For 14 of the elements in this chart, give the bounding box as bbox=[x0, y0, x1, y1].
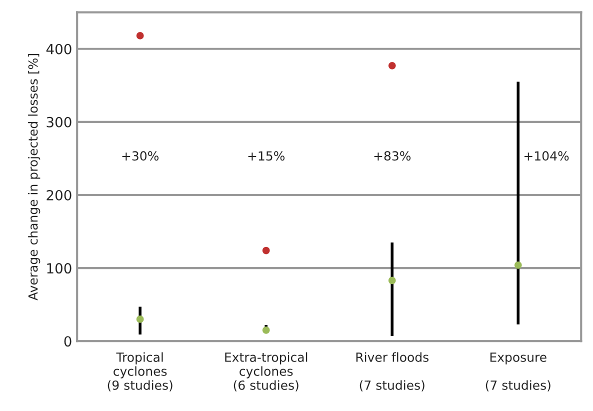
category-label: River floods (7 studies) bbox=[356, 352, 428, 392]
y-axis-title: Average change in projected losses [%] bbox=[28, 54, 40, 300]
annotation: +30% bbox=[122, 151, 159, 161]
y-tick-label: 0 bbox=[64, 336, 72, 347]
annotation: +15% bbox=[248, 151, 285, 161]
x-tick-label: Extra-tropical cyclones (6 studies) bbox=[225, 352, 308, 392]
y-tick-label: 100 bbox=[47, 263, 72, 274]
y-tick-label: 400 bbox=[46, 44, 72, 54]
y-tick-label: 200 bbox=[46, 190, 72, 200]
annotation: +83% bbox=[374, 151, 411, 161]
annotation: +104% bbox=[524, 151, 569, 161]
x-tick-label: Tropical cyclones (9 studies) bbox=[108, 352, 172, 392]
y-tick-label: 300 bbox=[46, 116, 72, 128]
category-label: Exposure (7 studies) bbox=[486, 352, 550, 392]
